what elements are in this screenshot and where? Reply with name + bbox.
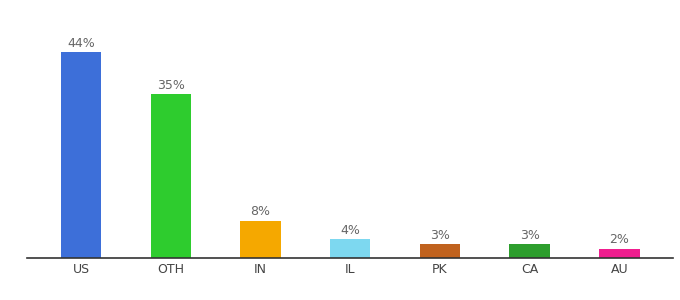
Bar: [599, 249, 640, 258]
Bar: [240, 220, 281, 258]
Bar: [150, 94, 191, 258]
Bar: [420, 244, 460, 258]
Text: 3%: 3%: [430, 229, 450, 242]
Text: 44%: 44%: [67, 37, 95, 50]
Text: 35%: 35%: [157, 79, 185, 92]
Text: 2%: 2%: [609, 233, 629, 246]
Text: 4%: 4%: [340, 224, 360, 237]
Bar: [330, 239, 371, 258]
Text: 8%: 8%: [250, 205, 271, 218]
Bar: [509, 244, 550, 258]
Text: 3%: 3%: [520, 229, 540, 242]
Bar: [61, 52, 101, 258]
